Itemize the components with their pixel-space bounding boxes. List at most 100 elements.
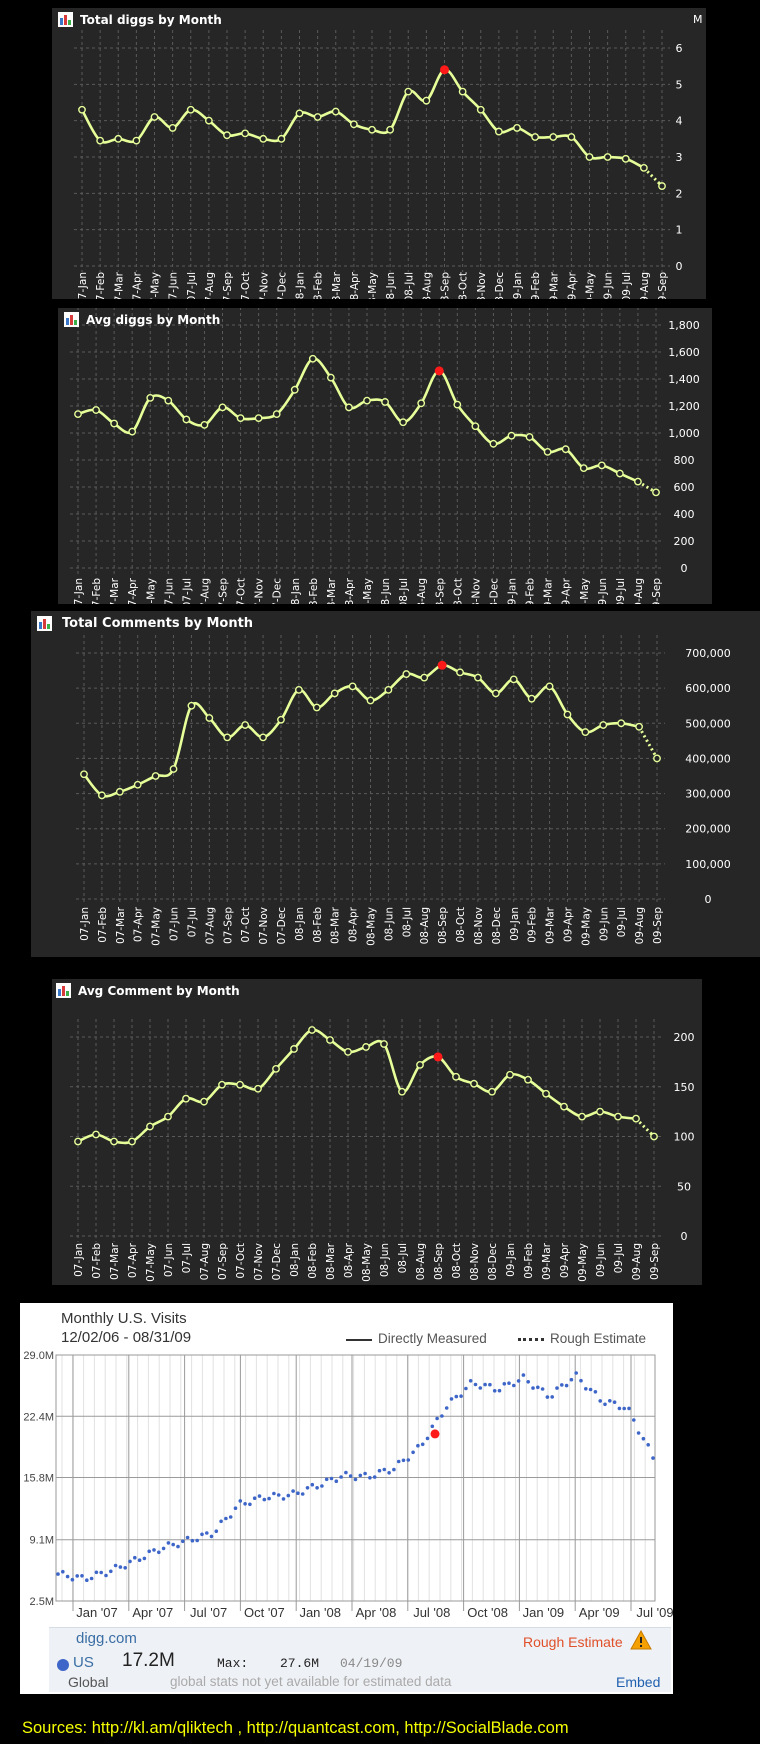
data-point — [290, 1045, 298, 1053]
data-point — [290, 385, 299, 394]
y-tick-label: 600,000 — [685, 682, 731, 695]
data-point — [494, 127, 503, 136]
x-tick-label: 09-Jun — [595, 1243, 607, 1277]
y-tick-label: 22.4M — [23, 1411, 54, 1423]
x-tick-label: 07-Jun — [163, 578, 175, 604]
data-point — [142, 1556, 147, 1561]
data-point — [543, 447, 552, 456]
x-tick-label: 09-Mar — [543, 577, 555, 604]
data-point — [368, 1476, 372, 1480]
x-tick-label: 08-May — [362, 578, 374, 604]
data-point — [636, 1431, 641, 1435]
data-point — [476, 105, 485, 114]
data-point — [276, 1493, 281, 1497]
data-point — [366, 696, 375, 705]
series-line-estimate — [637, 480, 657, 494]
x-tick-label: 07-Jul — [186, 907, 198, 937]
data-point — [334, 1479, 339, 1483]
data-point — [308, 354, 317, 363]
x-tick-label: 09-May — [577, 1243, 589, 1282]
data-point — [404, 87, 413, 96]
data-point — [492, 1389, 497, 1393]
x-tick-label: 07-Dec — [271, 1243, 283, 1281]
data-point — [277, 134, 286, 143]
data-point — [634, 477, 642, 486]
x-tick-label: 08-Dec — [491, 907, 503, 945]
embed-link[interactable]: Embed — [616, 1674, 661, 1690]
data-point — [564, 1383, 569, 1388]
data-point — [128, 1137, 136, 1146]
x-tick-label: 07-Nov — [254, 578, 266, 604]
data-point — [488, 1382, 492, 1387]
data-point — [621, 154, 630, 163]
chart-title: Total Comments by Month — [62, 616, 254, 631]
data-point — [491, 689, 500, 698]
data-point — [440, 1414, 444, 1418]
series-line-estimate — [637, 726, 659, 760]
data-point — [368, 125, 376, 134]
data-point — [444, 1406, 449, 1410]
data-point — [320, 1484, 324, 1488]
data-point — [363, 1471, 367, 1476]
x-tick-label: 07-Dec — [276, 907, 288, 945]
x-tick-label: 08-May — [366, 907, 378, 946]
data-point — [639, 163, 648, 172]
chart-title: Avg diggs by Month — [86, 313, 221, 327]
data-point — [398, 1087, 406, 1096]
data-point — [169, 765, 178, 773]
data-point — [74, 1137, 82, 1146]
data-point — [382, 1467, 387, 1472]
data-point — [597, 461, 606, 470]
x-tick-label: 09-Feb — [523, 1243, 535, 1279]
chart-title: Avg Comment by Month — [78, 984, 240, 998]
data-point — [219, 1519, 223, 1524]
x-tick-label: 08-Aug — [416, 578, 428, 604]
data-point — [305, 1486, 310, 1490]
data-point — [200, 1532, 204, 1537]
x-tick-label: 07-Nov — [258, 907, 270, 945]
data-point — [348, 1474, 353, 1478]
x-tick-label: 07-Aug — [204, 272, 216, 299]
x-tick-label: 09-Mar — [541, 1242, 553, 1280]
x-tick-label: 08-Oct — [455, 907, 467, 943]
x-tick-label: Jul '07 — [190, 1605, 227, 1620]
x-tick-label: 08-Aug — [421, 272, 433, 299]
x-tick-label: 09-Mar — [548, 271, 560, 299]
data-point — [324, 1477, 329, 1482]
y-tick-label: 6 — [676, 42, 683, 55]
x-tick-label: 08-Aug — [419, 907, 431, 944]
x-tick-label: 09-Feb — [530, 272, 542, 299]
data-point — [381, 398, 389, 406]
data-point — [396, 1459, 401, 1464]
x-tick-label: Jan '07 — [76, 1605, 118, 1620]
x-tick-label: 09-Aug — [631, 1243, 643, 1280]
data-point — [488, 1087, 496, 1096]
x-tick-label: 07-Apr — [133, 906, 145, 942]
data-point — [218, 403, 227, 412]
data-point — [435, 1416, 439, 1421]
data-point — [348, 682, 357, 691]
data-point — [584, 1387, 588, 1391]
data-point — [358, 1473, 363, 1478]
highlight-point — [430, 1429, 440, 1439]
data-point — [531, 1386, 535, 1390]
data-point — [353, 1477, 358, 1482]
y-tick-label: 1 — [676, 224, 683, 237]
data-point — [468, 1379, 473, 1383]
data-point — [92, 406, 100, 414]
qc-title: Monthly U.S. Visits — [61, 1310, 187, 1327]
data-point — [627, 1406, 631, 1411]
data-point — [233, 1506, 238, 1510]
data-point — [133, 1555, 137, 1560]
data-point — [236, 1080, 244, 1089]
x-tick-label: 08-Jun — [380, 578, 392, 604]
x-tick-label: 07-Mar — [115, 906, 127, 944]
data-point — [632, 1418, 636, 1422]
x-tick-label: 09-Sep — [651, 578, 663, 604]
x-tick-label: 08-Mar — [330, 906, 342, 944]
data-point — [236, 414, 245, 423]
data-point — [422, 96, 431, 105]
site-link[interactable]: digg.com — [76, 1630, 137, 1647]
data-point — [344, 1048, 352, 1056]
data-point — [349, 120, 358, 129]
